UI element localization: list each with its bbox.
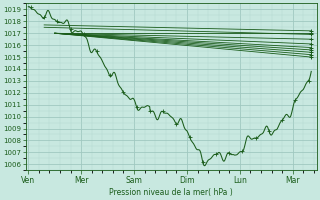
X-axis label: Pression niveau de la mer( hPa ): Pression niveau de la mer( hPa ) [109, 188, 233, 197]
